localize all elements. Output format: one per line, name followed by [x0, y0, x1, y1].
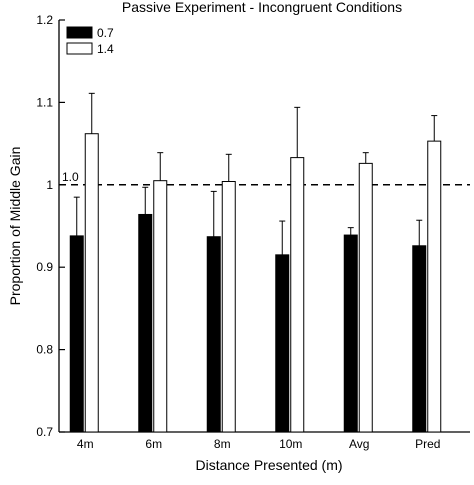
x-axis-label: Distance Presented (m) [195, 457, 342, 473]
x-tick-label: Pred [415, 437, 440, 451]
bar-series-2 [358, 162, 373, 433]
x-tick-label: 4m [77, 437, 94, 451]
legend: 0.7 1.4 [66, 26, 114, 56]
legend-swatch-series-2 [66, 42, 93, 55]
bar-series-2 [290, 157, 305, 433]
bar-series-2 [427, 140, 442, 433]
y-tick-label: 1.1 [36, 95, 53, 109]
y-tick-label: 0.8 [36, 343, 53, 357]
y-tick-label: 0.7 [36, 425, 53, 439]
legend-swatch-series-1 [66, 26, 93, 39]
chart-title: Passive Experiment - Incongruent Conditi… [122, 0, 402, 15]
bar-series-2 [221, 181, 236, 433]
legend-label-series-1: 0.7 [97, 26, 114, 40]
bar-series-1 [206, 236, 221, 433]
x-tick-label: 6m [145, 437, 162, 451]
plot-area: 0.7 0.8 0.9 1 1.1 1.2 1.0 4m 6m 8m 10m Avg Pred [36, 13, 470, 451]
y-axis-label: Proportion of Middle Gain [7, 147, 23, 306]
reference-line-label: 1.0 [62, 170, 79, 184]
bar-series-1 [412, 245, 427, 433]
x-tick-label: 8m [214, 437, 231, 451]
bar-series-1 [69, 235, 84, 433]
bar-series-1 [138, 213, 153, 433]
x-tick-label: 10m [279, 437, 302, 451]
legend-label-series-2: 1.4 [97, 42, 114, 56]
y-tick-label: 1 [46, 178, 53, 192]
y-tick-label: 1.2 [36, 13, 53, 27]
bar-series-1 [343, 234, 358, 433]
bar-series-2 [84, 133, 99, 433]
bar-series-2 [153, 180, 168, 433]
y-tick-label: 0.9 [36, 260, 53, 274]
bar-series-1 [275, 254, 290, 433]
x-tick-label: Avg [349, 437, 369, 451]
